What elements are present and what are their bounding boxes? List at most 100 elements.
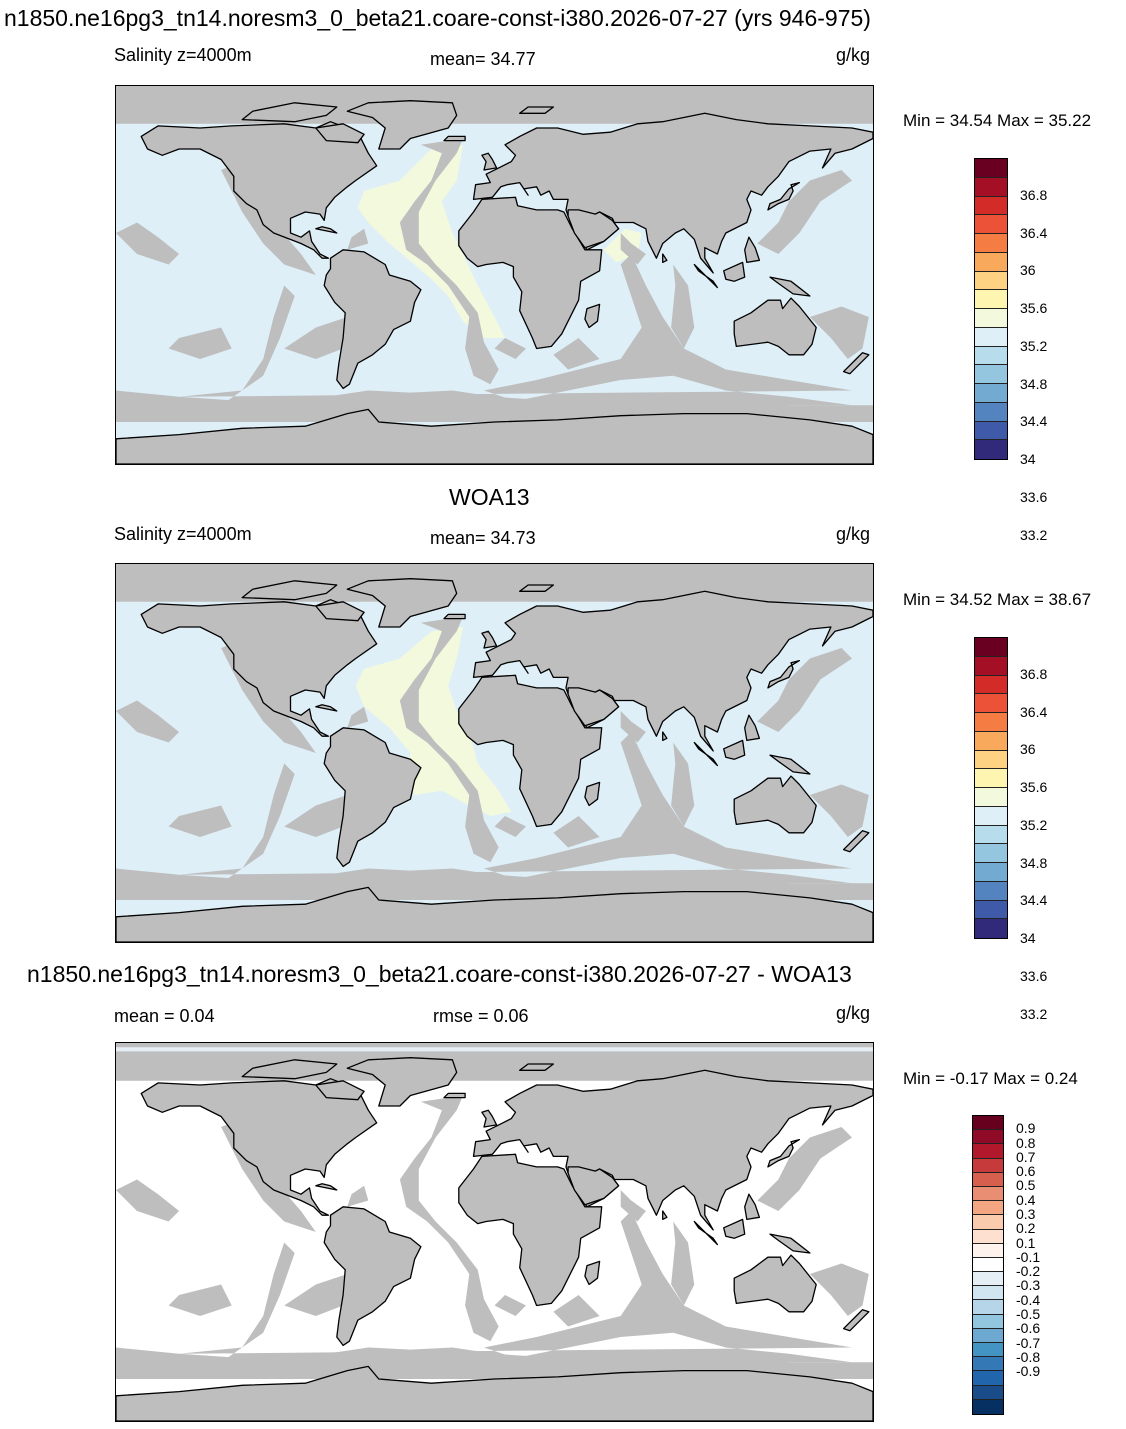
landmass-srilanka: [662, 253, 668, 264]
landmass-indonesia1: [693, 1220, 719, 1246]
landmass-australia: [733, 1254, 817, 1313]
panel1-units: g/kg: [836, 45, 871, 65]
landmass-britain: [481, 630, 498, 649]
colorbar-swatch: [975, 159, 1007, 178]
shallow-masked-region: [399, 1095, 499, 1342]
colorbar-swatch: [975, 421, 1007, 441]
shallow-masked-region: [347, 1185, 369, 1207]
colorbar-tick-label: 34.8: [1020, 375, 1048, 392]
landmass-antarctica: [116, 886, 873, 942]
panel3-heading: n1850.ne16pg3_tn14.noresm3_0_beta21.coar…: [27, 961, 852, 987]
colorbar-swatch: [975, 177, 1007, 197]
landmass-svalbard: [519, 1063, 555, 1071]
landmass-cuba: [315, 704, 338, 712]
landmass-svalbard: [519, 584, 555, 592]
shallow-masked-region: [399, 138, 499, 385]
colorbar-swatch: [973, 1116, 1003, 1131]
colorbar-swatch: [975, 290, 1007, 309]
landmass-southAmerica: [323, 1206, 422, 1347]
shallow-masked-region: [158, 1211, 853, 1363]
landmass-newguinea: [769, 1233, 811, 1254]
colorbar-tick-label: 33.2: [1020, 1005, 1048, 1022]
colorbar-swatch: [973, 1229, 1003, 1244]
colorbar-tick-label: 0.5: [1016, 1177, 1036, 1194]
colorbar-swatch: [975, 750, 1007, 770]
panel3-minmax: Min = -0.17 Max = 0.24: [903, 1069, 1078, 1088]
shallow-masked-region: [620, 1190, 646, 1222]
colorbar-tick-label: 0.9: [1016, 1120, 1036, 1137]
colorbar-tick-label: -0.3: [1016, 1277, 1041, 1294]
panel3-colorbar: [972, 1115, 1004, 1415]
panel2-variable-label: Salinity z=4000m: [114, 524, 252, 544]
colorbar-swatch: [975, 675, 1007, 695]
landmass-cuba: [315, 1183, 338, 1191]
landmass-srilanka: [662, 731, 668, 742]
landmass-eurasia: [472, 1069, 873, 1231]
colorbar-swatch: [975, 731, 1007, 751]
landmass-indonesia1: [693, 741, 719, 767]
panel3-map: [115, 1042, 874, 1422]
colorbar-tick-label: 33.6: [1020, 967, 1048, 984]
panel1-mean-label: mean= 34.77: [430, 49, 536, 69]
landmass-japan: [767, 1138, 801, 1168]
colorbar-swatch: [975, 252, 1007, 272]
landmass-arabiaCap: [567, 209, 620, 249]
colorbar-tick-label: 0.2: [1016, 1220, 1036, 1237]
shallow-masked-region: [284, 317, 348, 359]
panel2-map: [115, 563, 874, 943]
shallow-masked-region: [494, 338, 526, 359]
landmass-africa: [458, 196, 603, 350]
atlantic-high-salinity-region: [355, 627, 512, 816]
colorbar-swatch: [975, 196, 1007, 216]
shallow-masked-region: [116, 564, 873, 602]
colorbar-swatch: [973, 1300, 1003, 1315]
landmass-greenland: [346, 100, 458, 150]
colorbar-swatch: [973, 1257, 1003, 1273]
landmass-greenland: [346, 578, 458, 628]
colorbar-tick-label: 36.4: [1020, 703, 1048, 720]
landmass-indonesia2: [723, 1218, 746, 1239]
figure-title: n1850.ne16pg3_tn14.noresm3_0_beta21.coar…: [4, 5, 871, 31]
shallow-masked-region: [620, 233, 646, 265]
colorbar-swatch: [975, 713, 1007, 732]
shallow-masked-region: [116, 86, 873, 124]
colorbar-tick-label: -0.7: [1016, 1334, 1041, 1351]
colorbar-tick-label: 34.4: [1020, 892, 1048, 909]
shallow-masked-region: [757, 1127, 852, 1211]
landmass-southAmerica: [323, 727, 422, 868]
colorbar-tick-label: 0.6: [1016, 1163, 1036, 1180]
shallow-masked-region: [116, 222, 180, 265]
landmass-nz: [842, 830, 870, 853]
landmass-canadaIsl2: [315, 1080, 365, 1101]
landmass-philippines: [744, 714, 761, 742]
colorbar-swatch: [973, 1314, 1003, 1329]
landmass-canadaIsl1: [241, 580, 338, 601]
colorbar-swatch: [975, 919, 1007, 938]
colorbar-swatch: [975, 863, 1007, 882]
colorbar-swatch: [975, 881, 1007, 901]
shallow-masked-region: [347, 228, 369, 250]
landmass-eurasia: [472, 112, 873, 274]
colorbar-tick-label: 34.4: [1020, 413, 1048, 430]
landmass-eurasia: [472, 590, 873, 752]
colorbar-swatch: [973, 1371, 1003, 1386]
landmass-japan: [767, 181, 801, 211]
landmass-madagascar: [584, 303, 601, 329]
landmass-africa: [458, 674, 603, 828]
shallow-masked-region: [284, 1274, 348, 1316]
shallow-masked-region: [671, 742, 695, 827]
landmass-iceland: [443, 1092, 466, 1099]
shallow-masked-region: [284, 795, 348, 837]
colorbar-tick-label: 36.8: [1020, 665, 1048, 682]
colorbar-tick-label: 35.6: [1020, 779, 1048, 795]
landmass-canadaIsl2: [315, 123, 365, 144]
colorbar-swatch: [975, 365, 1007, 384]
panel3-units: g/kg: [836, 1003, 871, 1023]
landmass-srilanka: [662, 1210, 668, 1221]
colorbar-tick-label: 36.8: [1020, 186, 1048, 203]
colorbar-tick-label: 36: [1020, 741, 1036, 758]
landmass-indonesia2: [723, 739, 746, 760]
colorbar-swatch: [975, 384, 1007, 403]
colorbar-tick-label: -0.9: [1016, 1363, 1041, 1380]
colorbar-swatch: [973, 1158, 1003, 1173]
